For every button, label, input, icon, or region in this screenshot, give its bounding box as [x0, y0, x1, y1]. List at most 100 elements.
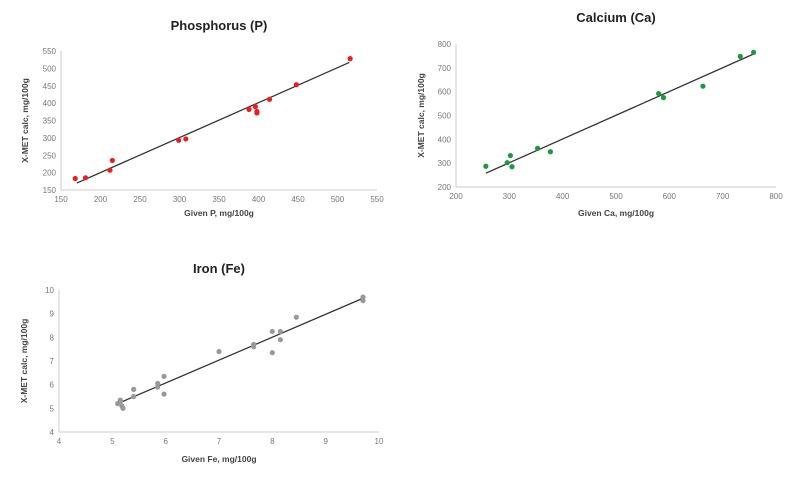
y-axis-label: X-MET calc, mg/100g	[19, 319, 29, 404]
y-tick-label: 500	[438, 112, 452, 121]
data-point	[72, 175, 78, 182]
data-point	[251, 341, 257, 348]
x-tick-label: 700	[716, 192, 730, 201]
trendline	[117, 297, 364, 405]
x-tick-label: 800	[769, 192, 783, 201]
data-point	[656, 90, 662, 97]
y-tick-label: 200	[43, 169, 57, 178]
chart-title: Phosphorus (P)	[171, 18, 268, 33]
data-point	[700, 83, 706, 89]
y-tick-label: 6	[50, 381, 55, 390]
data-point	[246, 106, 252, 112]
y-axis-label: X-MET calc, mg/100g	[416, 73, 426, 158]
x-tick-label: 450	[291, 195, 305, 204]
x-tick-label: 600	[663, 192, 677, 201]
y-tick-label: 5	[50, 404, 55, 413]
y-tick-label: 9	[50, 310, 55, 319]
data-point	[82, 175, 89, 181]
y-tick-label: 200	[438, 183, 452, 192]
x-tick-label: 150	[54, 195, 68, 204]
y-tick-label: 300	[43, 134, 57, 143]
chart-1: Calcium (Ca) 200 300 400 500 600 700 800 200 300 4…	[416, 10, 783, 218]
y-tick-label: 10	[45, 286, 54, 295]
y-tick-label: 150	[43, 186, 57, 195]
y-axis-label: X-MET calc, mg/100g	[20, 78, 30, 163]
chart-title: Iron (Fe)	[193, 261, 245, 276]
x-tick-label: 10	[375, 437, 384, 446]
y-tick-label: 300	[438, 159, 452, 168]
data-point	[131, 393, 137, 400]
x-tick-label: 500	[331, 195, 345, 204]
y-tick-label: 250	[43, 151, 57, 160]
x-tick-label: 550	[370, 195, 384, 204]
y-tick-label: 600	[438, 88, 452, 97]
data-point	[277, 337, 283, 343]
data-point	[120, 405, 126, 411]
data-point	[216, 348, 222, 355]
chart-2: Iron (Fe) 4 5 6 7 8 9 10 4 5 6 7 8 9 10 Given Fe, mg/10…	[19, 261, 384, 464]
x-tick-label: 200	[449, 192, 463, 201]
y-tick-label: 350	[43, 117, 57, 126]
y-tick-label: 550	[43, 47, 57, 56]
data-point	[360, 298, 366, 304]
data-point	[161, 373, 167, 379]
data-point	[483, 163, 489, 169]
x-tick-label: 5	[110, 437, 115, 446]
data-point	[269, 350, 275, 356]
x-axis-label: Given P, mg/100g	[184, 208, 254, 218]
data-point	[252, 104, 258, 110]
x-tick-label: 4	[57, 437, 62, 446]
data-point	[293, 82, 300, 88]
x-axis-label: Given Fe, mg/100g	[181, 454, 256, 464]
y-tick-label: 400	[43, 99, 57, 108]
y-tick-label: 4	[50, 428, 55, 437]
chart-0: Phosphorus (P) 150 200 250 300 350 400 450 500 55…	[20, 18, 384, 218]
data-point	[535, 145, 541, 151]
x-tick-label: 400	[556, 192, 570, 201]
y-tick-label: 700	[438, 64, 452, 73]
x-tick-label: 350	[212, 195, 226, 204]
data-point	[507, 152, 513, 159]
data-point	[751, 49, 757, 55]
data-point	[347, 56, 353, 62]
trendline	[485, 53, 754, 174]
trendline	[76, 61, 350, 184]
x-tick-label: 250	[133, 195, 147, 204]
chart-title: Calcium (Ca)	[576, 10, 655, 25]
x-axis-label: Given Ca, mg/100g	[578, 208, 654, 218]
data-point	[660, 95, 667, 101]
x-tick-label: 400	[252, 195, 266, 204]
data-point	[131, 386, 137, 392]
y-tick-label: 400	[438, 135, 452, 144]
data-point	[269, 328, 275, 335]
data-point	[509, 164, 515, 170]
data-point	[737, 53, 743, 59]
y-tick-label: 7	[50, 357, 55, 366]
data-point	[183, 136, 189, 142]
x-tick-label: 300	[503, 192, 517, 201]
x-tick-label: 8	[270, 437, 275, 446]
data-point	[176, 137, 182, 143]
data-point	[155, 384, 161, 390]
data-point	[161, 391, 167, 397]
data-point	[504, 160, 510, 166]
x-tick-label: 6	[163, 437, 168, 446]
data-point	[117, 397, 123, 403]
y-tick-label: 450	[43, 82, 57, 91]
data-point	[266, 96, 273, 102]
data-point	[547, 149, 554, 155]
y-tick-label: 500	[43, 64, 57, 73]
x-tick-label: 7	[217, 437, 222, 446]
y-tick-label: 800	[438, 40, 452, 49]
x-tick-label: 300	[173, 195, 187, 204]
y-tick-label: 8	[50, 333, 55, 342]
data-point	[277, 328, 283, 335]
data-point	[293, 314, 299, 320]
x-tick-label: 200	[94, 195, 108, 204]
data-point	[254, 108, 260, 115]
x-tick-label: 9	[323, 437, 328, 446]
data-point	[109, 157, 115, 164]
x-tick-label: 500	[609, 192, 623, 201]
data-point	[107, 167, 113, 173]
